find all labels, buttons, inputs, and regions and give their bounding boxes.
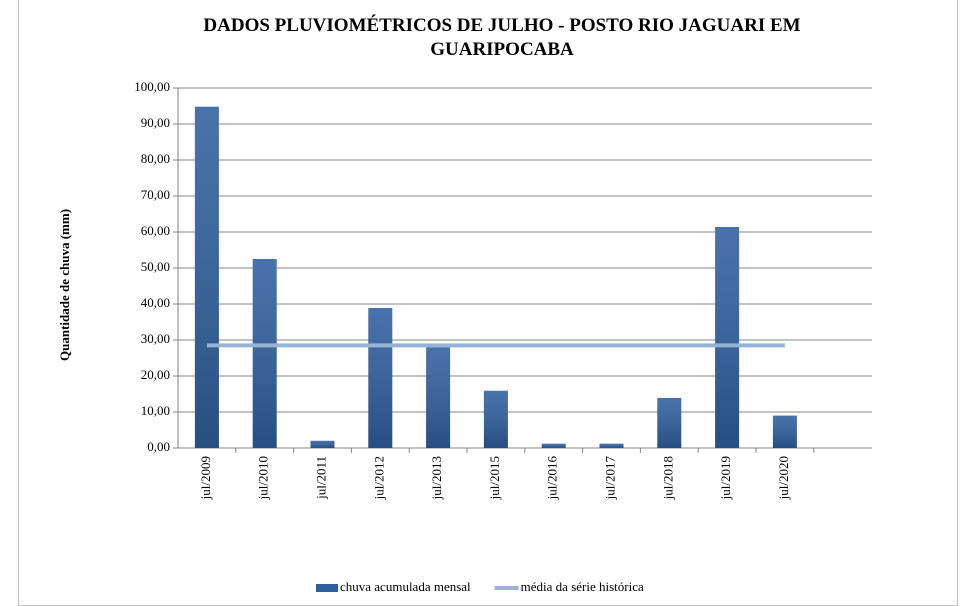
bar-shade	[772, 415, 797, 448]
y-tick-label: 20,00	[141, 367, 170, 382]
x-tick-label: jul/2020	[776, 456, 791, 500]
bar-shade	[715, 226, 740, 448]
x-tick-label: jul/2017	[602, 456, 617, 501]
y-tick-label: 50,00	[141, 259, 170, 274]
y-tick-label: 60,00	[141, 223, 170, 238]
x-tick-label: jul/2018	[660, 456, 675, 500]
x-tick-label: jul/2013	[429, 456, 444, 500]
bar-shade	[657, 397, 682, 448]
bar-shade	[426, 347, 451, 448]
x-tick-label: jul/2015	[487, 456, 502, 500]
x-tick-label: jul/2019	[718, 456, 733, 500]
x-tick-label: jul/2009	[198, 456, 213, 500]
y-tick-label: 40,00	[141, 295, 170, 310]
y-tick-label: 70,00	[141, 187, 170, 202]
bar-shade	[252, 259, 277, 448]
y-axis-title: Quantidade de chuva (mm)	[57, 209, 72, 361]
y-tick-label: 90,00	[141, 115, 170, 130]
legend-label: chuva acumulada mensal	[340, 579, 471, 594]
y-tick-label: 10,00	[141, 403, 170, 418]
x-tick-label: jul/2012	[371, 456, 386, 500]
chart-title: DADOS PLUVIOMÉTRICOS DE JULHO - POSTO RI…	[203, 15, 801, 60]
x-tick-label: jul/2011	[313, 456, 328, 500]
legend-label: média da série histórica	[521, 579, 644, 594]
y-tick-label: 0,00	[147, 439, 170, 454]
x-tick-label: jul/2010	[256, 456, 271, 500]
bar-shade	[599, 443, 624, 448]
y-tick-label: 100,00	[134, 79, 170, 94]
y-tick-label: 30,00	[141, 331, 170, 346]
y-tick-label: 80,00	[141, 151, 170, 166]
bar-shade	[310, 440, 335, 448]
legend-swatch	[316, 584, 338, 592]
x-tick-label: jul/2016	[545, 456, 560, 501]
bar-shade	[541, 443, 566, 448]
bar-shade	[483, 390, 508, 448]
bar-shade	[368, 307, 393, 448]
bar-shade	[194, 106, 219, 448]
